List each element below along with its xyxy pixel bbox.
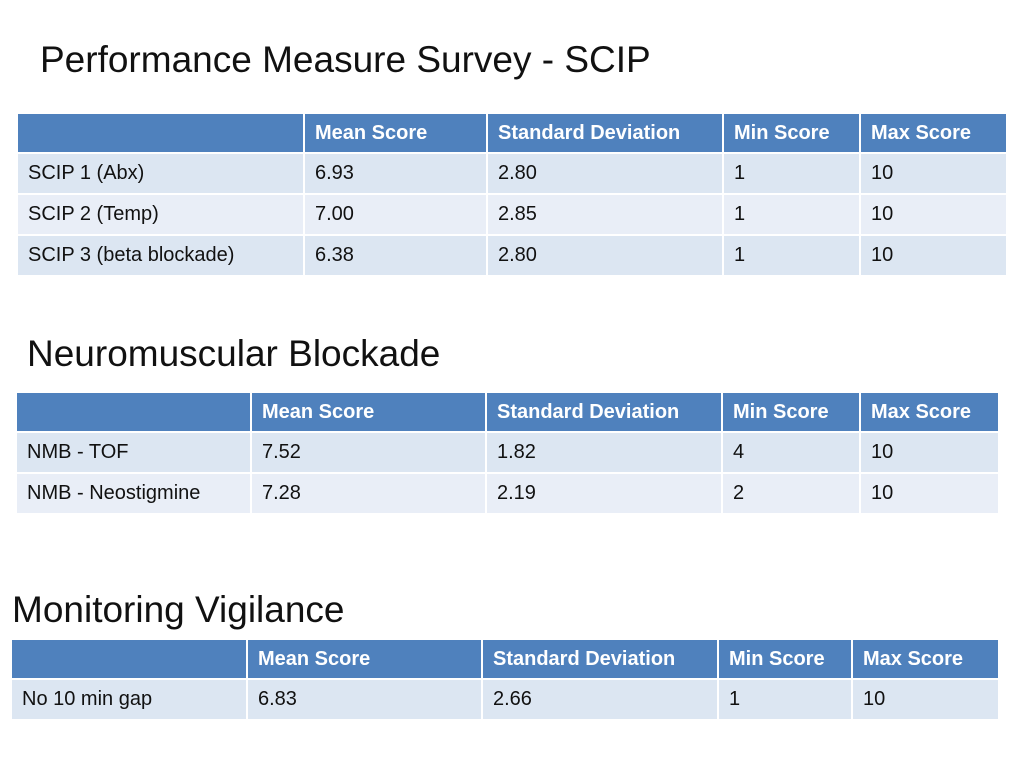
- min-score-cell: 2: [723, 474, 861, 515]
- section-title-scip: Performance Measure Survey - SCIP: [40, 39, 651, 80]
- mean-score-cell: 7.52: [252, 433, 487, 474]
- standard-deviation-cell: 2.66: [483, 680, 719, 721]
- header-row: Mean Score Standard Deviation Min Score …: [17, 393, 998, 433]
- table-row: NMB - Neostigmine 7.28 2.19 2 10: [17, 474, 998, 515]
- max-score-cell: 10: [861, 195, 1006, 236]
- header-row: Mean Score Standard Deviation Min Score …: [18, 114, 1006, 154]
- header-row: Mean Score Standard Deviation Min Score …: [12, 640, 998, 680]
- standard-deviation-cell: 2.80: [488, 154, 724, 195]
- header-cell-min-score: Min Score: [723, 393, 861, 433]
- mean-score-cell: 6.83: [248, 680, 483, 721]
- header-cell-mean-score: Mean Score: [305, 114, 488, 154]
- table-row: SCIP 3 (beta blockade) 6.38 2.80 1 10: [18, 236, 1006, 277]
- row-label: NMB - TOF: [17, 433, 252, 474]
- max-score-cell: 10: [853, 680, 998, 721]
- header-cell-standard-deviation: Standard Deviation: [483, 640, 719, 680]
- min-score-cell: 1: [724, 154, 861, 195]
- row-label: SCIP 1 (Abx): [18, 154, 305, 195]
- mean-score-cell: 6.93: [305, 154, 488, 195]
- row-label: No 10 min gap: [12, 680, 248, 721]
- header-cell-min-score: Min Score: [724, 114, 861, 154]
- table-row: SCIP 1 (Abx) 6.93 2.80 1 10: [18, 154, 1006, 195]
- header-cell-max-score: Max Score: [861, 393, 998, 433]
- max-score-cell: 10: [861, 154, 1006, 195]
- table-row: No 10 min gap 6.83 2.66 1 10: [12, 680, 998, 721]
- header-cell-max-score: Max Score: [853, 640, 998, 680]
- header-cell-mean-score: Mean Score: [252, 393, 487, 433]
- header-cell-blank: [12, 640, 248, 680]
- min-score-cell: 4: [723, 433, 861, 474]
- neuromuscular-blockade-table: Mean Score Standard Deviation Min Score …: [17, 393, 998, 515]
- header-cell-standard-deviation: Standard Deviation: [487, 393, 723, 433]
- standard-deviation-cell: 1.82: [487, 433, 723, 474]
- standard-deviation-cell: 2.85: [488, 195, 724, 236]
- max-score-cell: 10: [861, 433, 998, 474]
- max-score-cell: 10: [861, 474, 998, 515]
- header-cell-standard-deviation: Standard Deviation: [488, 114, 724, 154]
- header-cell-blank: [17, 393, 252, 433]
- row-label: SCIP 2 (Temp): [18, 195, 305, 236]
- section-title-neuromuscular-blockade: Neuromuscular Blockade: [27, 333, 441, 374]
- header-cell-blank: [18, 114, 305, 154]
- table-row: SCIP 2 (Temp) 7.00 2.85 1 10: [18, 195, 1006, 236]
- scip-table: Mean Score Standard Deviation Min Score …: [18, 114, 1006, 277]
- standard-deviation-cell: 2.19: [487, 474, 723, 515]
- section-title-monitoring-vigilance: Monitoring Vigilance: [12, 589, 345, 630]
- min-score-cell: 1: [724, 236, 861, 277]
- header-cell-max-score: Max Score: [861, 114, 1006, 154]
- header-cell-min-score: Min Score: [719, 640, 853, 680]
- standard-deviation-cell: 2.80: [488, 236, 724, 277]
- max-score-cell: 10: [861, 236, 1006, 277]
- header-cell-mean-score: Mean Score: [248, 640, 483, 680]
- mean-score-cell: 7.00: [305, 195, 488, 236]
- mean-score-cell: 7.28: [252, 474, 487, 515]
- mean-score-cell: 6.38: [305, 236, 488, 277]
- min-score-cell: 1: [724, 195, 861, 236]
- row-label: NMB - Neostigmine: [17, 474, 252, 515]
- monitoring-vigilance-table: Mean Score Standard Deviation Min Score …: [12, 640, 998, 721]
- min-score-cell: 1: [719, 680, 853, 721]
- table-row: NMB - TOF 7.52 1.82 4 10: [17, 433, 998, 474]
- row-label: SCIP 3 (beta blockade): [18, 236, 305, 277]
